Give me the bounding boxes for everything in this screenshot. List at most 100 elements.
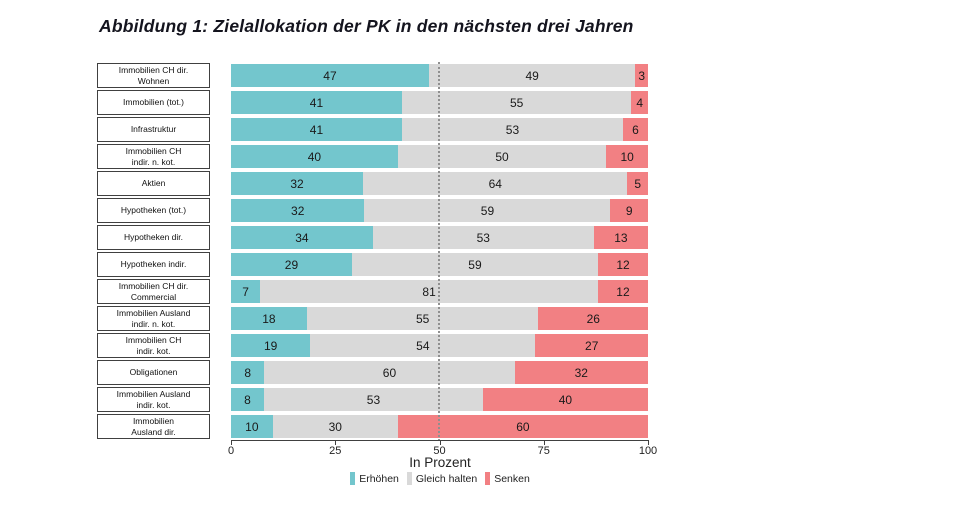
x-tick-label: 0 (227, 445, 235, 457)
bar-segment-gleich-halten: 60 (264, 361, 515, 384)
fifty-percent-reference-line (438, 62, 440, 441)
bar-segment-erhöhen: 29 (231, 253, 352, 276)
legend-item-erhöhen: Erhöhen (350, 472, 399, 485)
stacked-bar: 7 81 12 (231, 280, 648, 303)
chart-row: Immobilien CH dir. Commercial 7 81 12 (97, 278, 648, 305)
bar-segment-gleich-halten: 50 (397, 145, 607, 168)
bar-segment-senken: 3 (635, 64, 648, 87)
segment-value: 4 (636, 95, 643, 110)
chart-row: Hypotheken dir. 34 53 13 (97, 224, 648, 251)
bar-segment-senken: 12 (597, 253, 649, 276)
category-label-box: Immobilien Ausland indir. kot. (97, 387, 210, 412)
chart-row: Infrastruktur 41 53 6 (97, 116, 648, 143)
bar-segment-erhöhen: 32 (231, 199, 365, 222)
segment-value: 26 (586, 311, 600, 326)
chart-row: Immobilien CH indir. n. kot. 40 50 10 (97, 143, 648, 170)
segment-value: 59 (468, 257, 482, 272)
x-tick-label: 25 (329, 445, 342, 457)
stacked-bar: 32 59 9 (231, 199, 648, 222)
segment-value: 40 (307, 149, 322, 164)
bar-segment-erhöhen: 19 (231, 334, 311, 357)
x-tick-mark (335, 441, 337, 445)
x-tick-mark (231, 441, 232, 445)
segment-value: 49 (525, 68, 539, 83)
segment-value: 12 (616, 257, 630, 272)
segment-value: 18 (262, 311, 276, 326)
segment-value: 10 (245, 419, 259, 434)
chart-row: Immobilien CH dir. Wohnen 47 49 3 (97, 62, 648, 89)
category-label-box: Immobilien Ausland indir. n. kot. (97, 306, 210, 331)
segment-value: 34 (295, 230, 309, 245)
stacked-bar: 41 55 4 (231, 91, 648, 114)
legend-label: Senken (494, 472, 530, 485)
chart-row: Immobilien Ausland indir. kot. 8 53 40 (97, 386, 649, 413)
category-label-box: Obligationen (97, 360, 210, 385)
segment-value: 19 (263, 338, 278, 353)
bar-segment-senken: 60 (397, 415, 648, 438)
x-tick-mark (439, 441, 441, 445)
x-tick-label: 50 (433, 445, 446, 457)
x-tick-mark (648, 441, 649, 445)
bar-segment-erhöhen: 41 (231, 118, 402, 141)
stacked-bar: 10 30 60 (231, 415, 648, 438)
bar-segment-gleich-halten: 59 (351, 253, 598, 276)
segment-value: 32 (574, 365, 588, 380)
segment-value: 29 (284, 257, 299, 272)
legend-item-gleich-halten: Gleich halten (406, 472, 478, 485)
bar-segment-erhöhen: 34 (231, 226, 373, 249)
bar-segment-senken: 27 (535, 334, 649, 357)
segment-value: 60 (382, 365, 397, 380)
stacked-bar: 8 60 32 (231, 361, 648, 384)
chart-row: Immobilien Ausland indir. n. kot. 18 55 26 (97, 305, 648, 332)
legend-color-chip (350, 472, 356, 485)
segment-value: 7 (242, 284, 249, 299)
category-label-box: Aktien (97, 171, 210, 196)
segment-value: 53 (505, 122, 520, 137)
category-label-box: Immobilien CH indir. kot. (97, 333, 210, 358)
bar-segment-gleich-halten: 55 (401, 91, 632, 114)
segment-value: 53 (366, 392, 381, 407)
legend-label: Erhöhen (359, 472, 399, 485)
segment-value: 81 (422, 284, 436, 299)
bar-segment-gleich-halten: 55 (306, 307, 539, 330)
bar-segment-senken: 40 (482, 388, 649, 411)
bar-segment-senken: 5 (627, 172, 648, 195)
bar-segment-senken: 13 (593, 226, 648, 249)
bar-segment-gleich-halten: 30 (272, 415, 398, 438)
stacked-bar: 19 54 27 (231, 334, 649, 357)
chart-row: Immobilien CH indir. kot. 19 54 27 (97, 332, 649, 359)
bar-segment-senken: 26 (538, 307, 648, 330)
category-label-box: Infrastruktur (97, 117, 210, 142)
segment-value: 8 (244, 365, 252, 380)
segment-value: 9 (625, 203, 633, 218)
stacked-bar: 8 53 40 (231, 388, 649, 411)
chart-legend: Erhöhen Gleich halten Senken (181, 472, 699, 485)
bar-segment-senken: 32 (514, 361, 648, 384)
bar-segment-erhöhen: 7 (231, 280, 261, 303)
legend-label: Gleich halten (415, 472, 478, 485)
category-label-box: Immobilien CH indir. n. kot. (97, 144, 210, 169)
segment-value: 5 (634, 176, 642, 191)
segment-value: 10 (620, 149, 634, 164)
bar-segment-erhöhen: 32 (231, 172, 364, 195)
chart-title: Abbildung 1: Zielallokation der PK in de… (99, 16, 634, 36)
stacked-bar: 40 50 10 (231, 145, 648, 168)
bar-segment-senken: 10 (606, 145, 648, 168)
bar-segment-erhöhen: 18 (231, 307, 307, 330)
stacked-bar: 32 64 5 (231, 172, 648, 195)
stacked-bar: 18 55 26 (231, 307, 648, 330)
stacked-bar: 29 59 12 (231, 253, 649, 276)
category-label-box: Hypotheken dir. (97, 225, 210, 250)
chart-row: Hypotheken (tot.) 32 59 9 (97, 197, 648, 224)
legend-item-senken: Senken (485, 472, 530, 485)
segment-value: 41 (309, 122, 324, 137)
x-axis-line (231, 440, 649, 441)
bar-segment-erhöhen: 41 (231, 91, 402, 114)
bar-segment-gleich-halten: 81 (260, 280, 598, 303)
category-label-box: Hypotheken (tot.) (97, 198, 210, 223)
stacked-bar: 34 53 13 (231, 226, 648, 249)
bar-segment-gleich-halten: 49 (428, 64, 636, 87)
bar-segment-gleich-halten: 53 (401, 118, 623, 141)
segment-value: 8 (244, 392, 251, 407)
